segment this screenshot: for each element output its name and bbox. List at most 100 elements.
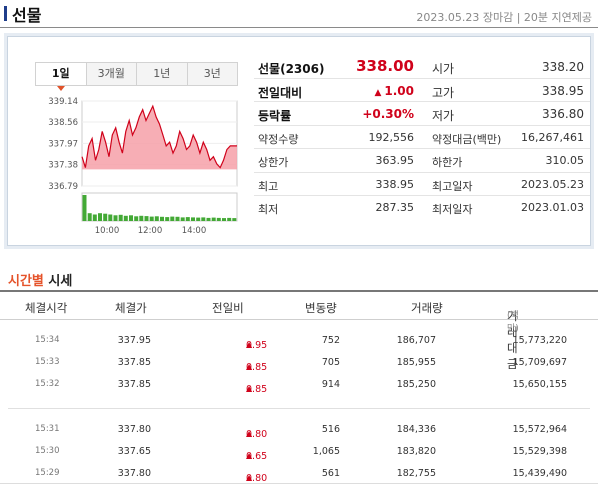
quote-row: 선물(2306) 338.00 시가 338.20 — [254, 55, 590, 79]
cell-volume: 184,336 — [396, 424, 436, 435]
change-value: ▲ 1.00 — [374, 83, 414, 98]
tab-3month[interactable]: 3개월 — [85, 63, 137, 85]
table-row: 15:29 337.80 ▲ 0.80 561 182,755 15,439,490 — [35, 468, 567, 484]
volume-bar — [196, 217, 201, 221]
volume-bar — [118, 214, 123, 221]
cell-amount: 15,529,398 — [512, 446, 567, 457]
rate-value: +0.30% — [362, 107, 414, 121]
volume-bar — [160, 216, 164, 221]
volume-bar — [191, 217, 195, 221]
table-row: 15:33 337.85 ▲ 0.85 705 185,955 15,709,697 — [35, 357, 567, 373]
change-label: 전일대비 — [258, 85, 303, 100]
contract-amount-value: 16,267,461 — [521, 130, 584, 144]
cell-time: 15:32 — [35, 379, 60, 389]
x-tick-label: 12:00 — [138, 226, 163, 236]
volume-bar — [144, 216, 149, 221]
col-price-header: 체결가 — [115, 301, 147, 315]
volume-bar — [134, 216, 139, 221]
period-tabs: 1일 3개월 1년 3년 — [35, 62, 238, 91]
page-title: 선물 — [12, 6, 42, 25]
quote-row: 상한가 363.95 하한가 310.05 — [254, 149, 590, 173]
cell-price: 337.80 — [117, 424, 151, 435]
cell-time: 15:29 — [35, 468, 60, 478]
y-tick-label: 338.56 — [48, 118, 78, 128]
volume-bar — [129, 215, 133, 221]
volume-bar — [113, 215, 118, 221]
cell-time: 15:33 — [35, 357, 60, 367]
cell-volume: 183,820 — [396, 446, 436, 457]
table-row: 15:34 337.95 ▲ 0.95 752 186,707 15,773,220 — [35, 335, 567, 351]
contract-qty-label: 약정수량 — [258, 132, 299, 146]
x-tick-label: 10:00 — [95, 226, 120, 236]
lowest-value: 287.35 — [375, 201, 415, 214]
intraday-chart: 339.14 338.56 337.97 337.38 336.79 10:00 12:00… — [48, 97, 238, 236]
current-price: 338.00 — [356, 57, 414, 75]
volume-bar — [82, 195, 87, 221]
cell-change: 752 — [321, 335, 340, 346]
volume-bar — [222, 218, 226, 221]
quote-row: 전일대비 ▲ 1.00 고가 338.95 — [254, 79, 590, 102]
quote-row: 약정수량 192,556 약정대금(백만) 16,267,461 — [254, 126, 590, 149]
market-status: 2023.05.23 장마감 | 20분 지연제공 — [416, 11, 592, 24]
volume-bar — [92, 214, 97, 221]
up-arrow-icon: ▲ — [374, 87, 382, 98]
volume-bar — [201, 217, 206, 221]
volume-bar — [108, 214, 113, 221]
low-label: 저가 — [432, 109, 455, 123]
cell-change: 1,065 — [312, 446, 340, 457]
cell-change: 516 — [321, 424, 340, 435]
cell-price: 337.80 — [117, 468, 151, 479]
volume-bar — [103, 213, 108, 221]
table-row: 15:31 337.80 ▲ 0.80 516 184,336 15,572,964 — [35, 424, 567, 440]
cell-price: 337.95 — [117, 335, 151, 346]
cell-time: 15:34 — [35, 335, 60, 345]
up-arrow-icon: ▲ — [246, 384, 253, 393]
cell-price: 337.65 — [117, 446, 151, 457]
open-value: 338.20 — [542, 60, 584, 74]
cell-amount: 15,439,490 — [512, 468, 567, 479]
volume-bar — [165, 217, 170, 221]
highest-label: 최고 — [258, 179, 279, 193]
col-volume-header: 거래량 — [411, 301, 443, 315]
lowest-date-label: 최저일자 — [432, 203, 473, 216]
volume-bar — [185, 217, 190, 221]
cell-volume: 182,755 — [396, 468, 436, 479]
cell-change: 561 — [321, 468, 340, 479]
upper-limit-value: 363.95 — [375, 154, 415, 167]
up-arrow-icon: ▲ — [246, 340, 253, 349]
low-value: 336.80 — [542, 107, 584, 121]
time-price-table: 체결시각 체결가 전일비 변동량 거래량 거래대금 (백만) 15:34 337.9… — [0, 290, 598, 485]
volume-bar — [211, 217, 216, 221]
cell-time: 15:31 — [35, 424, 60, 434]
tab-1day[interactable]: 1일 — [36, 63, 86, 91]
title-accent-bar — [4, 6, 7, 21]
highest-date-label: 최고일자 — [432, 179, 473, 193]
cell-volume: 186,707 — [396, 335, 436, 346]
y-tick-label: 337.38 — [48, 161, 78, 171]
up-arrow-icon: ▲ — [246, 429, 253, 438]
cell-time: 15:30 — [35, 446, 60, 456]
contract-qty-value: 192,556 — [368, 130, 415, 144]
up-arrow-icon: ▲ — [246, 451, 253, 460]
high-label: 고가 — [432, 85, 455, 100]
cell-volume: 185,955 — [396, 357, 436, 368]
table-row: 15:32 337.85 ▲ 0.85 914 185,250 15,650,155 — [35, 379, 567, 395]
open-label: 시가 — [432, 62, 455, 76]
volume-bar — [149, 216, 154, 221]
highest-value: 338.95 — [375, 177, 415, 191]
contract-amount-label: 약정대금(백만) — [432, 132, 502, 146]
volume-bar — [232, 218, 237, 221]
tab-3year[interactable]: 3년 — [186, 63, 238, 85]
cell-change: 705 — [321, 357, 340, 368]
volume-bar — [123, 215, 128, 221]
volume-bar — [87, 213, 92, 221]
volume-bar — [139, 215, 144, 221]
cell-volume: 185,250 — [396, 379, 436, 390]
volume-bar — [154, 216, 159, 221]
volume-bar — [180, 217, 185, 221]
tab-1year[interactable]: 1년 — [136, 63, 187, 85]
volume-bar — [170, 216, 175, 221]
lower-limit-value: 310.05 — [545, 154, 585, 167]
section-title: 시간별 시세 — [8, 274, 73, 289]
volume-bar — [98, 213, 102, 221]
